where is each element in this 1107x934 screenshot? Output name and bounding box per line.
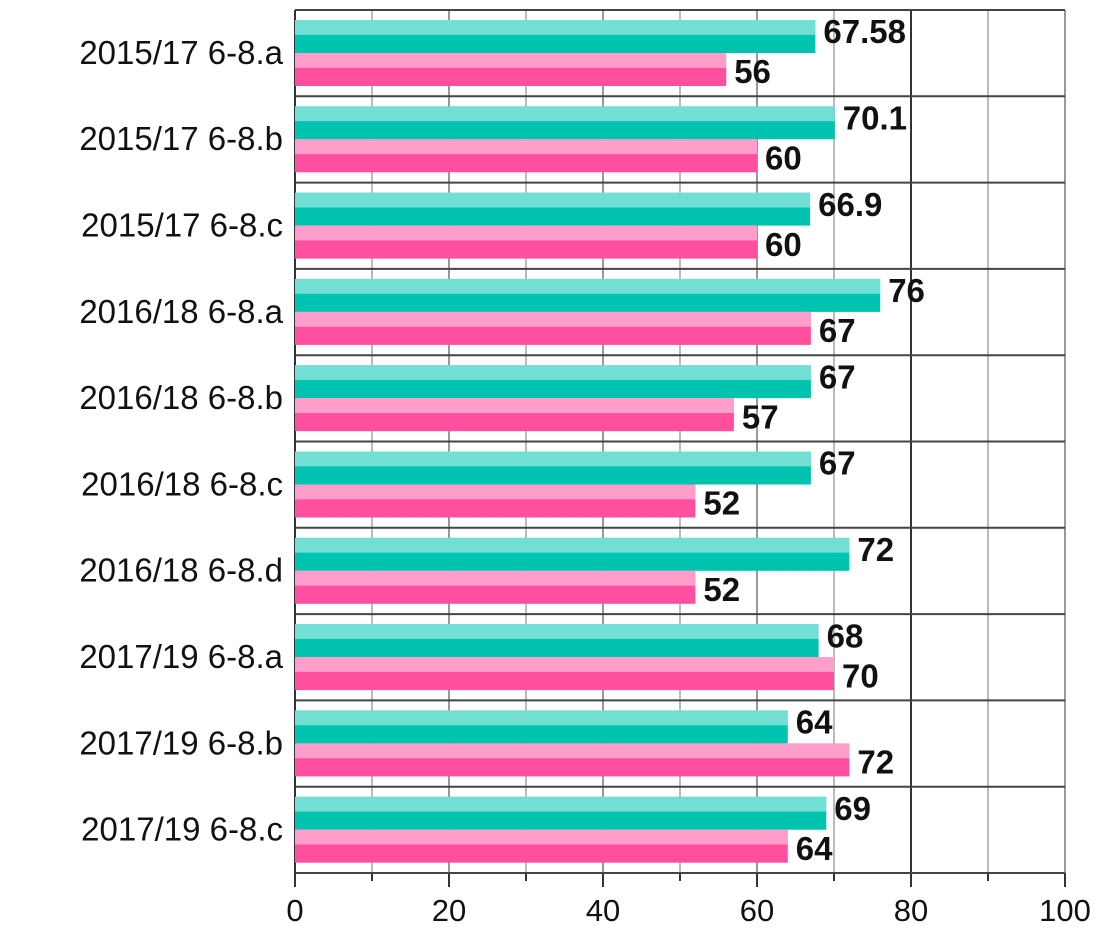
bar [295,398,734,432]
value-label: 64 [796,704,833,741]
value-label: 67.58 [823,13,906,50]
bar [295,829,788,863]
y-tick-label: 2015/17 6-8.c [81,206,283,243]
bar-highlight [295,311,811,327]
y-tick-label: 2015/17 6-8.b [79,120,283,157]
y-tick-label: 2016/18 6-8.a [79,293,283,330]
bar-highlight [295,451,811,467]
bar-highlight [295,365,811,381]
value-label: 72 [857,744,894,781]
bar-highlight [295,398,734,414]
bar [295,570,696,604]
bar [295,278,881,312]
bar-highlight [295,829,788,845]
bar-highlight [295,657,834,672]
bar-highlight [295,624,819,639]
bar-highlight [295,139,757,155]
bar [295,484,696,518]
y-tick-label: 2016/18 6-8.c [81,465,283,502]
bar [295,106,835,140]
x-tick-label: 0 [286,893,303,928]
bar [295,743,850,777]
x-tick-label: 100 [1039,893,1091,928]
value-label: 56 [734,53,771,90]
value-label: 68 [827,617,864,654]
bar [295,225,757,259]
bar-highlight [295,225,757,241]
bar-highlight [295,484,696,500]
value-label: 66.9 [818,186,882,223]
bar [295,624,819,658]
x-tick-label: 80 [894,893,928,928]
bar [295,710,788,744]
value-label: 70.1 [843,100,907,137]
bar [295,192,811,226]
value-label: 67 [819,445,856,482]
y-tick-label: 2015/17 6-8.a [79,34,283,71]
x-tick-label: 40 [586,893,620,928]
bar-highlight [295,743,850,759]
value-label: 64 [796,830,833,867]
x-tick-label: 60 [740,893,774,928]
bar-highlight [295,710,788,726]
y-tick-label: 2017/19 6-8.b [79,724,283,761]
bar [295,311,811,345]
value-label: 69 [834,790,871,827]
value-label: 72 [857,531,894,568]
bar-highlight [295,20,816,35]
bar-highlight [295,796,827,812]
value-label: 70 [842,657,879,694]
bar-highlight [295,106,835,122]
bar [295,20,816,53]
bar-highlight [295,570,696,586]
y-tick-label: 2017/19 6-8.a [79,638,283,675]
bar-highlight [295,278,881,294]
bar [295,139,757,173]
value-label: 60 [765,140,802,177]
bar [295,796,827,830]
value-label: 52 [703,485,740,522]
bar-highlight [295,53,727,68]
x-tick-label: 20 [432,893,466,928]
bar-highlight [295,537,850,553]
bar-highlight [295,192,811,208]
value-label: 67 [819,312,856,349]
bar [295,451,811,485]
value-label: 67 [819,358,856,395]
value-label: 57 [742,398,779,435]
bar [295,537,850,571]
bar [295,657,834,691]
value-label: 52 [703,571,740,608]
value-label: 60 [765,226,802,263]
bar [295,53,727,86]
bar [295,365,811,399]
y-tick-label: 2017/19 6-8.c [81,811,283,848]
value-label: 76 [888,272,925,309]
y-tick-label: 2016/18 6-8.d [79,552,283,589]
y-tick-label: 2016/18 6-8.b [79,379,283,416]
